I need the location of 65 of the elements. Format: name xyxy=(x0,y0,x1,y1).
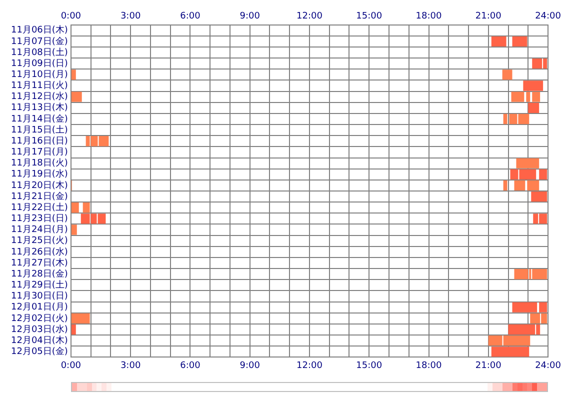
x-tick-label: 18:00 xyxy=(416,12,442,22)
y-tick-label: 11月16日(日) xyxy=(10,136,68,146)
bar xyxy=(71,92,82,102)
y-tick-label: 11月19日(水) xyxy=(10,168,68,180)
y-tick-label: 11月21日(金) xyxy=(10,190,68,202)
y-tick-label: 12月05日(金) xyxy=(10,346,68,358)
bar xyxy=(526,92,530,102)
x-tick-label: 9:00 xyxy=(240,12,260,22)
x-tick-label: 6:00 xyxy=(180,12,201,22)
y-tick-label: 11月06日(木) xyxy=(10,24,68,36)
y-tick-label: 11月13日(木) xyxy=(10,102,68,114)
bar xyxy=(502,70,512,80)
y-tick-label: 11月07日(金) xyxy=(10,36,68,47)
y-tick-label: 12月01日(月) xyxy=(10,302,68,313)
y-tick-label: 11月08日(土) xyxy=(10,46,68,58)
y-tick-label: 11月26日(水) xyxy=(10,246,68,258)
bar xyxy=(514,269,528,280)
x-tick-label: 0:00 xyxy=(60,12,82,22)
bar xyxy=(71,224,77,235)
y-tick-label: 11月18日(火) xyxy=(10,158,68,169)
y-tick-label: 11月30日(日) xyxy=(10,292,68,302)
x2-tick-label: 12:00 xyxy=(296,360,323,371)
y-tick-label: 11月28日(金) xyxy=(10,268,68,280)
y-tick-label: 11月14日(金) xyxy=(10,113,68,124)
y-tick-label: 11月09日(日) xyxy=(10,58,68,69)
y-tick-label: 11月22日(土) xyxy=(10,202,68,213)
y-tick-label: 11月10日(月) xyxy=(10,70,68,80)
x-tick-label: 21:00 xyxy=(475,12,502,22)
x-tick-label: 3:00 xyxy=(120,12,141,22)
y-tick-label: 11月24日(月) xyxy=(10,225,68,236)
y-tick-label: 11月25日(火) xyxy=(10,235,68,246)
y-tick-label: 11月17日(月) xyxy=(10,148,68,158)
x-tick-label: 12:00 xyxy=(296,12,323,22)
bar xyxy=(71,70,76,80)
bar xyxy=(82,202,90,213)
y-tick-label: 12月03日(水) xyxy=(10,324,68,335)
bar xyxy=(503,114,508,124)
bar xyxy=(503,180,508,191)
x2-tick-label: 21:00 xyxy=(475,360,502,371)
x2-tick-label: 15:00 xyxy=(356,360,382,371)
x2-tick-label: 3:00 xyxy=(120,360,141,371)
bar xyxy=(514,180,526,191)
x2-tick-label: 9:00 xyxy=(240,360,260,371)
bar xyxy=(516,158,540,168)
bar xyxy=(511,92,524,102)
y-tick-label: 11月11日(火) xyxy=(10,80,68,92)
y-tick-label: 12月02日(火) xyxy=(10,312,68,324)
x2-tick-label: 0:00 xyxy=(60,360,82,371)
y-tick-label: 11月15日(土) xyxy=(10,124,68,136)
x-tick-label: 15:00 xyxy=(356,12,382,22)
x2-tick-label: 24:00 xyxy=(535,360,562,371)
x2-tick-label: 6:00 xyxy=(180,360,201,371)
y-tick-label: 11月12日(水) xyxy=(10,91,68,102)
y-tick-label: 11月20日(木) xyxy=(10,180,68,191)
bar xyxy=(532,92,540,102)
y-tick-label: 11月23日(日) xyxy=(10,214,68,224)
y-tick-label: 11月29日(土) xyxy=(10,280,68,291)
y-tick-label: 12月04日(木) xyxy=(10,334,68,346)
x2-tick-label: 18:00 xyxy=(416,360,442,371)
x-tick-label: 24:00 xyxy=(535,12,562,22)
bar xyxy=(71,202,79,213)
bar xyxy=(527,180,540,191)
y-tick-label: 11月27日(木) xyxy=(10,257,68,268)
bar xyxy=(532,269,548,280)
bar xyxy=(71,313,90,324)
